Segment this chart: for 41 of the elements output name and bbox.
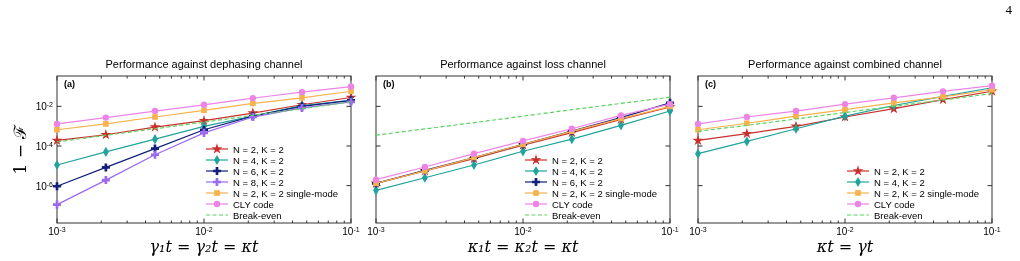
legend-label: CLY code bbox=[552, 198, 593, 210]
chart-title: Performance against combined channel bbox=[748, 58, 942, 70]
y-tick-label: 10$^{-2}$ bbox=[35, 100, 54, 113]
legend-label: N = 4, K = 2 bbox=[233, 154, 284, 166]
x-axis-title: γ₁t = γ₂t = κt bbox=[149, 237, 260, 256]
legend-label: N = 4, K = 2 bbox=[874, 176, 925, 188]
legend-label: Break-even bbox=[233, 209, 282, 221]
legend-label: N = 2, K = 2 single-mode bbox=[552, 187, 658, 199]
x-tick-label: 10$^{-2}$ bbox=[514, 225, 532, 237]
annotation: (c) bbox=[705, 79, 716, 89]
chart-title: Performance against dephasing channel bbox=[105, 58, 303, 70]
x-tick-label: 10$^{-1}$ bbox=[983, 225, 1001, 237]
legend-label: N = 2, K = 2 bbox=[233, 143, 284, 155]
legend-label: N = 6, K = 2 bbox=[233, 165, 284, 177]
legend-label: N = 2, K = 2 single-mode bbox=[874, 187, 980, 199]
y-tick-label: 10$^{-6}$ bbox=[35, 180, 54, 192]
x-tick-label: 10$^{-3}$ bbox=[367, 225, 385, 237]
legend-label: CLY code bbox=[874, 198, 915, 210]
x-tick-label: 10$^{-3}$ bbox=[48, 225, 66, 237]
legend-label: CLY code bbox=[233, 198, 274, 210]
legend-label: Break-even bbox=[874, 209, 923, 221]
legend-label: Break-even bbox=[552, 209, 601, 221]
legend-label: N = 2, K = 2 single-mode bbox=[233, 187, 339, 199]
x-tick-label: 10$^{-2}$ bbox=[195, 225, 213, 237]
x-axis-title: κ₁t = κ₂t = κt bbox=[466, 237, 579, 256]
y-tick-label: 10$^{-4}$ bbox=[35, 140, 54, 152]
x-tick-label: 10$^{-2}$ bbox=[836, 225, 854, 237]
x-tick-label: 10$^{-3}$ bbox=[689, 225, 707, 237]
annotation: (b) bbox=[383, 79, 395, 89]
x-axis-title: κt = γt bbox=[815, 237, 874, 256]
legend-label: N = 2, K = 2 bbox=[552, 154, 603, 166]
x-tick-label: 10$^{-1}$ bbox=[661, 225, 679, 237]
y-axis-title: 1 − ℱ bbox=[10, 123, 30, 175]
annotation: (a) bbox=[64, 79, 75, 89]
x-tick-label: 10$^{-1}$ bbox=[342, 225, 360, 237]
text: 4 bbox=[1005, 2, 1013, 17]
chart-title: Performance against loss channel bbox=[440, 58, 606, 70]
legend-label: N = 2, K = 2 bbox=[874, 165, 925, 177]
legend-label: N = 8, K = 2 bbox=[233, 176, 284, 188]
legend-label: N = 4, K = 2 bbox=[552, 165, 603, 177]
legend-label: N = 6, K = 2 bbox=[552, 176, 603, 188]
